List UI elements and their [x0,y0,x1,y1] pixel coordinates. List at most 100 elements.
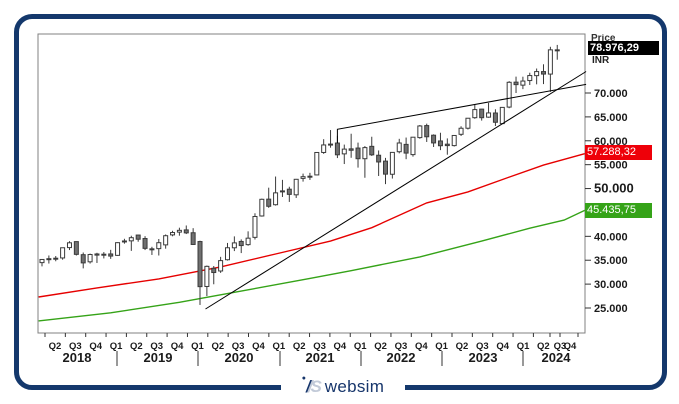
candle [520,80,526,86]
x-axis: Q2 Q3 Q4 Q1 Q2 Q3 Q4 Q1 Q2 Q3 Q4 Q1 Q2 Q3 Q4 Q1 Q2 Q3 Q4 Q1… [44,333,579,366]
candle [259,198,265,217]
svg-text:Q4: Q4 [564,341,577,352]
svg-text:Q3: Q3 [150,341,163,352]
candle [121,240,127,243]
candle [328,143,334,146]
candle [80,254,86,264]
svg-text:55.000: 55.000 [594,160,628,172]
resistance-trendline [336,83,587,144]
candle [444,143,450,147]
svg-text:2019: 2019 [144,350,173,365]
candle [417,125,423,139]
candle [458,127,464,135]
ma-red-value-label: 57.288,32 [585,145,652,160]
svg-text:Q2: Q2 [293,341,306,352]
ma-green-value-label: 45.435,75 [585,203,652,218]
svg-text:2024: 2024 [542,350,572,365]
svg-text:2021: 2021 [306,350,335,365]
candle [53,257,59,260]
svg-text:Q4: Q4 [334,341,347,352]
svg-text:Q1: Q1 [517,341,530,352]
candle [149,248,155,251]
candle [176,229,182,233]
logo-vs-mark-icon: /S [307,376,322,396]
svg-text:2018: 2018 [63,350,92,365]
candle [492,112,498,123]
logo-slash-icon: / [306,376,311,396]
candle [389,151,395,175]
support-trendline [205,71,587,310]
candle [554,49,560,52]
svg-text:Q4: Q4 [89,341,102,352]
candle [321,144,327,153]
candle [403,143,409,154]
svg-text:Q4: Q4 [496,341,509,352]
price-axis-title: Price [591,34,616,42]
candle [369,145,375,156]
svg-text:Q2: Q2 [130,341,143,352]
svg-text:50.000: 50.000 [594,181,634,196]
candle [197,241,203,288]
svg-text:Q3: Q3 [69,341,82,352]
svg-text:Q4: Q4 [171,341,184,352]
candle [424,125,430,138]
svg-text:Q2: Q2 [49,341,62,352]
svg-text:Q1: Q1 [273,341,286,352]
candle [472,109,478,119]
candle [190,232,196,245]
svg-text:Q3: Q3 [232,341,245,352]
candle [293,178,299,196]
candle [101,253,107,256]
candle [314,151,320,176]
svg-text:60.000: 60.000 [594,136,628,148]
svg-text:35.000: 35.000 [594,255,628,267]
candle [506,81,512,108]
svg-text:Q3: Q3 [313,341,326,352]
svg-text:Q3: Q3 [554,341,567,352]
candle [94,253,100,256]
candle [396,142,402,153]
svg-text:Q3: Q3 [395,341,408,352]
candle [66,242,72,249]
y-axis: 25.00030.00035.00040.00045.00050.00055.0… [585,88,634,315]
svg-text:Q2: Q2 [211,341,224,352]
candle [245,237,251,246]
candle [541,71,547,75]
svg-text:2022: 2022 [387,350,416,365]
candle [163,235,169,246]
candle [362,147,368,160]
candle [513,81,519,86]
candle [238,240,244,247]
candle [279,190,285,193]
svg-text:2020: 2020 [225,350,254,365]
svg-text:Q1: Q1 [435,341,448,352]
svg-text:Q2: Q2 [374,341,387,352]
candle [87,254,93,263]
candle [410,136,416,156]
candle [224,247,230,261]
svg-text:65.000: 65.000 [594,112,628,124]
candle [486,112,492,118]
last-price-label: 78.976,29 [588,41,659,55]
candle [534,71,540,77]
candle [437,140,443,147]
svg-text:Q4: Q4 [415,341,428,352]
candle [183,229,189,234]
svg-text:30.000: 30.000 [594,279,628,291]
candle [273,192,279,206]
candle [115,242,121,256]
ma_green-line [38,209,585,322]
svg-text:Q4: Q4 [252,341,265,352]
candle [376,154,382,163]
logo-dot-icon: ● [301,375,306,382]
logo-brand-text: websim [324,376,385,396]
candle [383,160,388,175]
svg-text:70.000: 70.000 [594,88,628,100]
candle [142,238,148,249]
candle [266,198,272,207]
candle [231,242,237,249]
candle [60,247,66,259]
candle [465,117,471,129]
svg-text:Q2: Q2 [456,341,469,352]
